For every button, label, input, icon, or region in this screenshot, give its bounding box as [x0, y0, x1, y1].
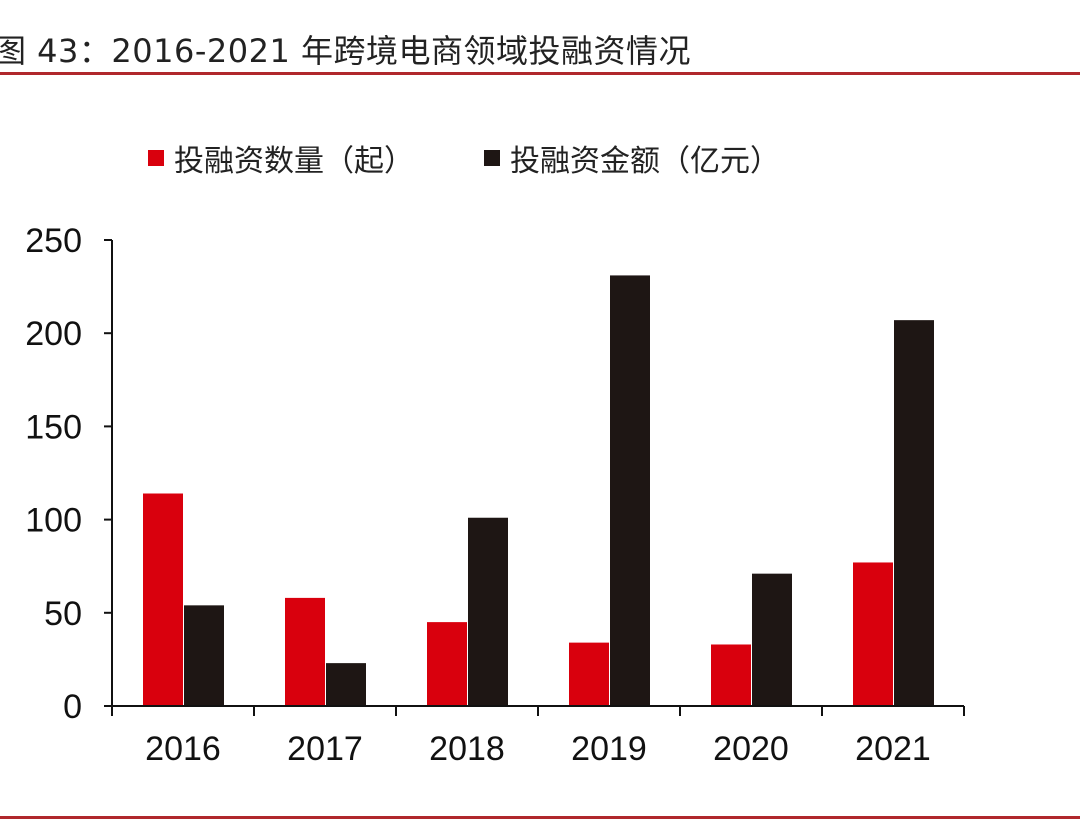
bar-amount-2017	[326, 663, 366, 706]
bottom-divider	[0, 816, 1080, 819]
legend-item-count: 投融资数量（起）	[148, 136, 414, 180]
y-tick-label: 150	[25, 408, 82, 446]
chart-title: 图 43：2016-2021 年跨境电商领域投融资情况	[0, 32, 691, 70]
x-tick-label: 2020	[713, 730, 789, 768]
bar-amount-2018	[468, 517, 508, 706]
bar-amount-2020	[752, 573, 792, 706]
bar-count-2019	[569, 642, 609, 706]
y-tick-label: 200	[25, 315, 82, 353]
bar-amount-2016	[184, 605, 224, 706]
y-tick-label: 50	[44, 595, 82, 633]
bar-count-2020	[711, 644, 751, 706]
x-tick-label: 2017	[287, 730, 363, 768]
x-tick-label: 2018	[429, 730, 505, 768]
bar-amount-2021	[894, 320, 934, 706]
bar-count-2016	[143, 493, 183, 706]
x-tick-label: 2019	[571, 730, 647, 768]
legend-swatch-amount	[484, 150, 500, 166]
legend-item-amount: 投融资金额（亿元）	[484, 136, 780, 180]
legend: 投融资数量（起） 投融资金额（亿元）	[148, 136, 780, 180]
title-divider	[0, 72, 1080, 75]
legend-label-amount: 投融资金额（亿元）	[510, 144, 780, 179]
legend-label-count: 投融资数量（起）	[174, 144, 414, 179]
x-tick-label: 2016	[145, 730, 221, 768]
x-tick-label: 2021	[855, 730, 931, 768]
y-tick-label: 100	[25, 502, 82, 540]
bar-count-2021	[853, 562, 893, 706]
y-tick-label: 0	[63, 688, 82, 726]
bar-amount-2019	[610, 275, 650, 706]
legend-swatch-count	[148, 150, 164, 166]
bar-count-2018	[427, 622, 467, 706]
bar-count-2017	[285, 597, 325, 706]
y-tick-label: 250	[25, 222, 82, 260]
